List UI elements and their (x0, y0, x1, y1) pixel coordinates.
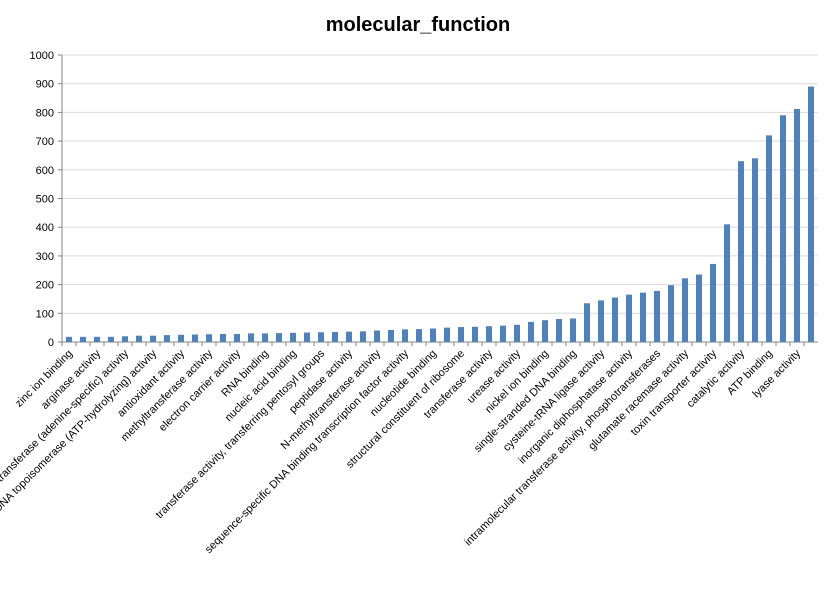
y-tick-label: 1000 (30, 50, 54, 62)
bar (794, 108, 800, 343)
bar (640, 292, 646, 342)
bar (108, 336, 114, 342)
bar (388, 329, 394, 342)
bar (66, 336, 72, 342)
y-tick-label: 300 (36, 251, 54, 263)
bar (458, 327, 464, 342)
y-tick-label: 700 (36, 136, 54, 148)
bar (682, 278, 688, 342)
bar (178, 334, 184, 342)
bar (122, 336, 128, 342)
y-tick-label: 800 (36, 107, 54, 119)
bar (570, 318, 576, 342)
bar (318, 332, 324, 342)
bar (472, 326, 478, 342)
bar (374, 330, 380, 342)
bar (514, 324, 520, 342)
bar (136, 335, 142, 342)
bar (542, 320, 548, 342)
chart-title: molecular_function (326, 14, 510, 36)
y-tick-label: 900 (36, 79, 54, 91)
bar (304, 332, 310, 342)
y-tick-label: 400 (36, 222, 54, 234)
bar (626, 294, 632, 342)
bar (248, 333, 254, 342)
bar (500, 325, 506, 342)
bar (766, 135, 772, 342)
bar (752, 158, 758, 342)
bar (724, 224, 730, 342)
bar (206, 334, 212, 342)
y-tick-label: 0 (48, 337, 54, 349)
bar (234, 333, 240, 342)
bar (598, 300, 604, 342)
bar (150, 335, 156, 342)
bar (80, 336, 86, 342)
bar (584, 303, 590, 342)
bar (402, 329, 408, 342)
bar (220, 333, 226, 342)
bar (346, 331, 352, 342)
y-tick-label: 600 (36, 165, 54, 177)
bar (528, 321, 534, 342)
bar (654, 290, 660, 342)
bar (164, 335, 170, 342)
bar (332, 331, 338, 342)
bar (360, 331, 366, 342)
y-tick-label: 200 (36, 280, 54, 292)
bar (430, 328, 436, 342)
bar (696, 274, 702, 342)
bar (486, 326, 492, 342)
bar (444, 327, 450, 342)
bar (808, 86, 814, 342)
y-tick-label: 500 (36, 194, 54, 206)
bar (94, 336, 100, 342)
bar (738, 161, 744, 342)
bar (556, 319, 562, 342)
bar (416, 329, 422, 342)
bar (780, 115, 786, 343)
bar (262, 333, 268, 342)
bar (710, 263, 716, 342)
bar (290, 332, 296, 342)
y-tick-label: 100 (36, 308, 54, 320)
bar (192, 334, 198, 342)
bar (668, 285, 674, 342)
bar (612, 297, 618, 342)
bar (276, 333, 282, 342)
